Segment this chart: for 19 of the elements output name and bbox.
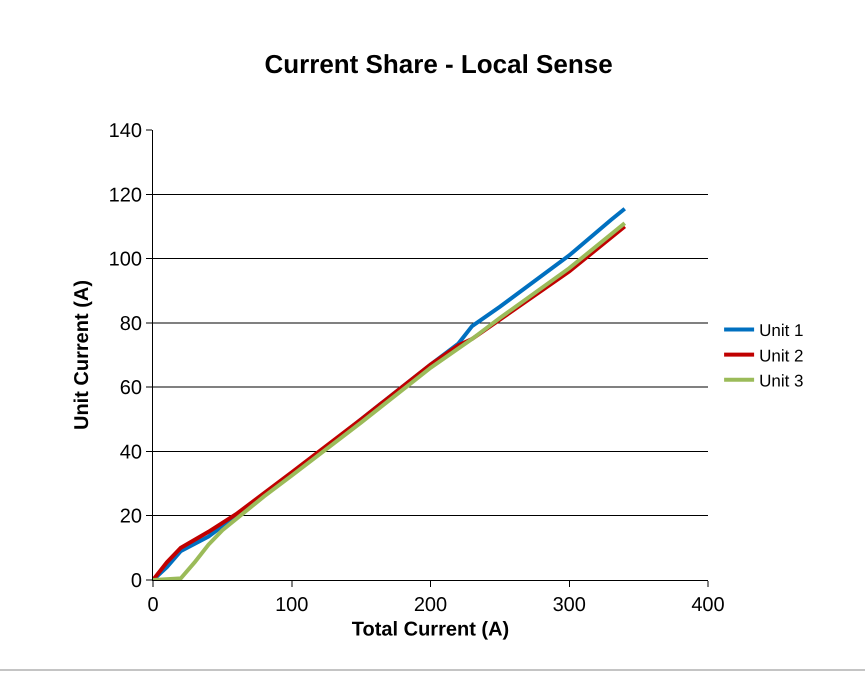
- y-tick-label: 80: [120, 312, 142, 335]
- x-tick-label: 0: [147, 594, 159, 616]
- y-tick-label: 140: [108, 120, 142, 142]
- y-tick-label: 60: [120, 377, 142, 400]
- legend-label: Unit 1: [759, 321, 804, 340]
- legend-label: Unit 2: [759, 346, 804, 366]
- x-tick-label: 200: [414, 594, 448, 616]
- legend-label: Unit 3: [759, 371, 804, 390]
- y-tick-label: 20: [120, 506, 142, 528]
- y-tick-label: 120: [108, 184, 142, 206]
- chart-title: Current Share - Local Sense: [264, 49, 613, 80]
- x-axis-title: Total Current (A): [352, 618, 510, 640]
- x-tick-label: 100: [275, 594, 308, 616]
- y-tick-label: 40: [120, 441, 142, 464]
- y-tick-label: 100: [108, 248, 142, 271]
- x-tick-label: 400: [691, 594, 725, 616]
- y-axis-title: Unit Current (A): [71, 280, 94, 430]
- x-tick-label: 300: [552, 594, 586, 616]
- y-tick-label: 0: [130, 570, 142, 592]
